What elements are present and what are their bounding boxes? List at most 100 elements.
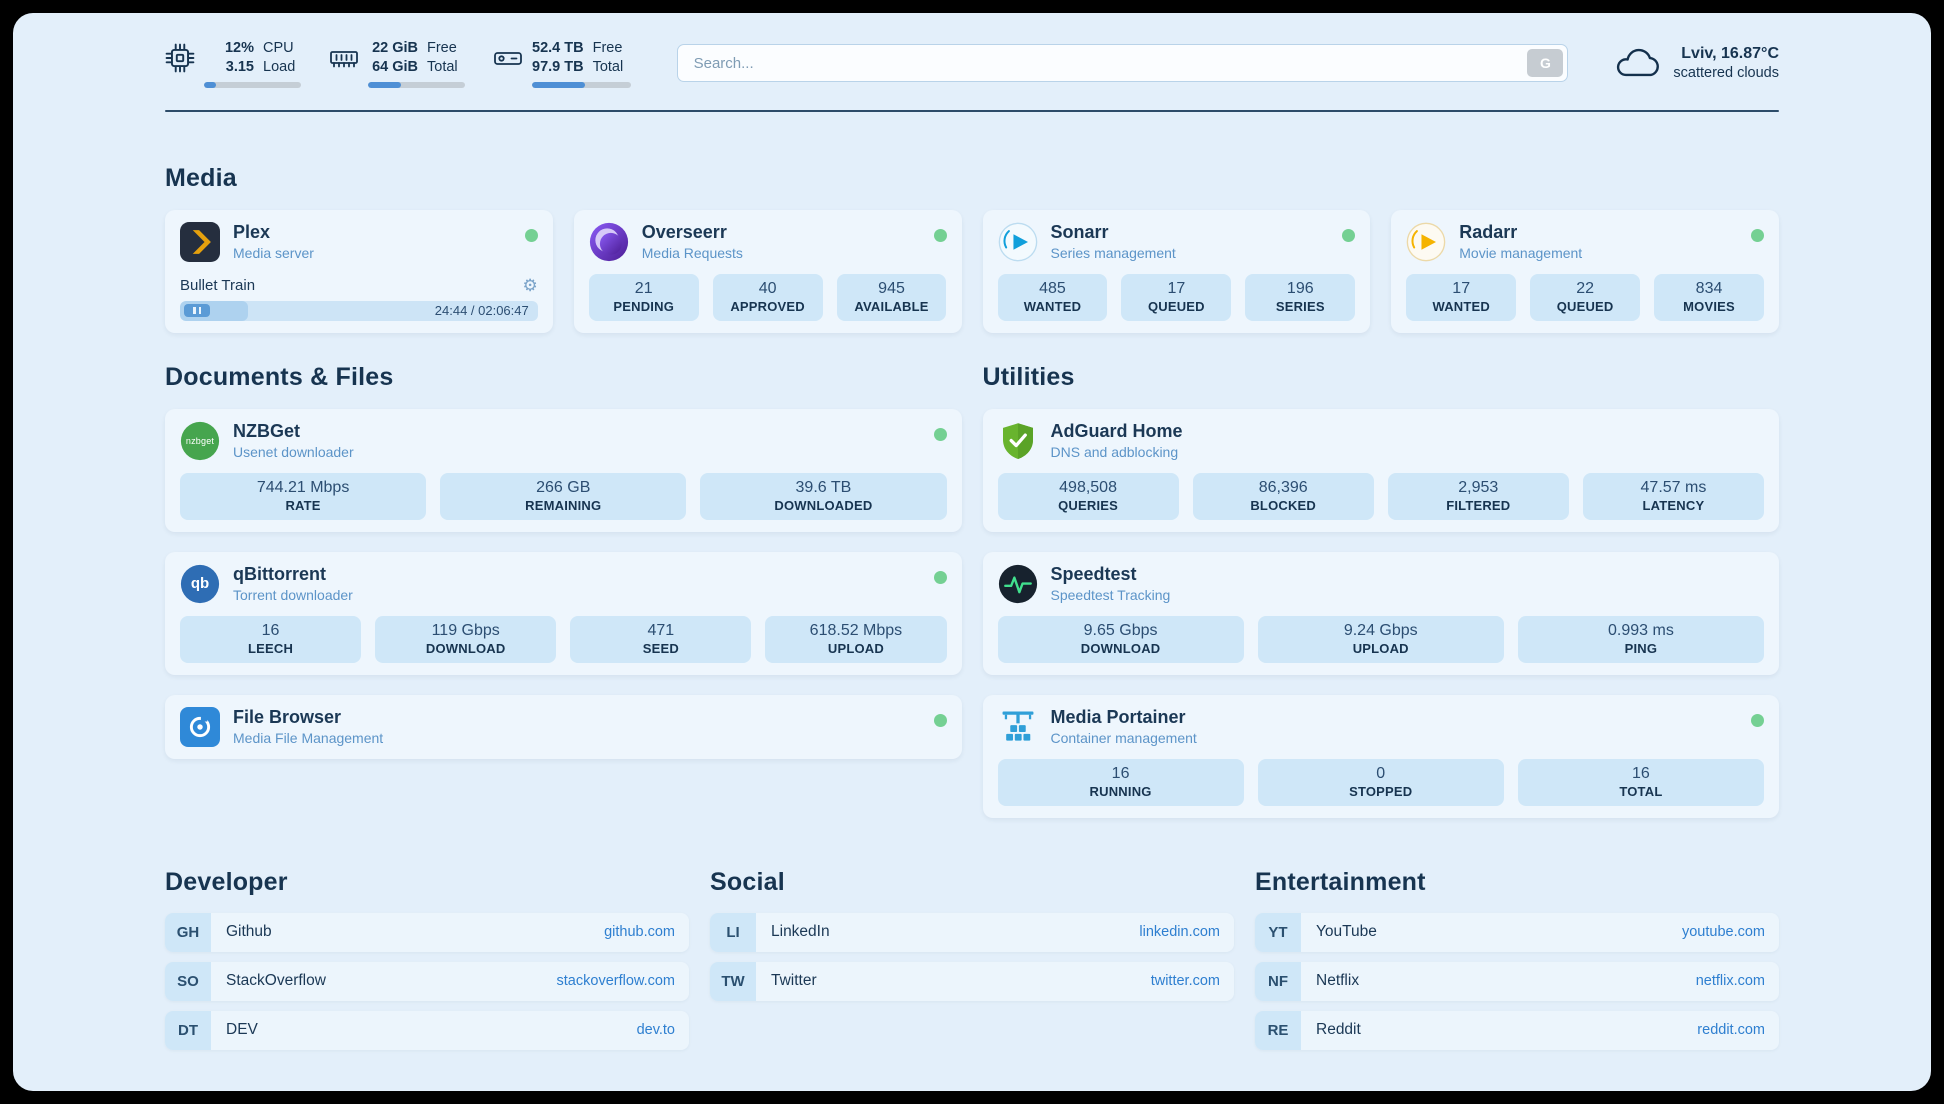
- app-subtitle: Series management: [1050, 245, 1176, 262]
- app-card-radarr[interactable]: Radarr Movie management 17 WANTED 22 QUE…: [1391, 209, 1779, 333]
- bookmark-url: stackoverflow.com: [556, 973, 675, 990]
- qbittorrent-icon-label: qb: [190, 575, 210, 593]
- status-dot: [933, 228, 947, 242]
- bookmark-github[interactable]: GH Github github.com: [165, 912, 689, 952]
- app-subtitle: Media server: [233, 245, 314, 262]
- ram-icon: [329, 43, 359, 73]
- ram-free-value: 22 GiB: [372, 40, 418, 56]
- cloud-icon: [1614, 46, 1660, 80]
- qbittorrent-icon: qb: [180, 564, 220, 604]
- bookmark-url: dev.to: [636, 1022, 675, 1039]
- stat-tile: 471 SEED: [570, 615, 752, 663]
- nzbget-icon: nzbget: [180, 421, 220, 461]
- adguard-icon: [998, 421, 1038, 461]
- documents-column: Documents & Files nzbget NZBGet Usenet d…: [165, 363, 962, 759]
- stats-row: 9.65 Gbps DOWNLOAD 9.24 Gbps UPLOAD 0.99…: [997, 604, 1764, 663]
- app-card-plex[interactable]: Plex Media server Bullet Train ⚙ 24:44 /…: [165, 209, 553, 333]
- disk-free-label: Free: [592, 40, 623, 56]
- playback-progress-bar: 24:44 / 02:06:47: [180, 300, 538, 321]
- bookmark-group-social: Social LI LinkedIn linkedin.com TW Twitt…: [710, 868, 1234, 1001]
- stat-tile: 17 WANTED: [1406, 273, 1517, 321]
- bookmark-name: StackOverflow: [226, 972, 326, 990]
- cpu-label: CPU: [263, 40, 294, 56]
- weather-widget: Lviv, 16.87°C scattered clouds: [1614, 45, 1779, 81]
- app-name: AdGuard Home: [1050, 421, 1183, 442]
- section-title-utilities: Utilities: [982, 362, 1075, 391]
- bookmark-linkedin[interactable]: LI LinkedIn linkedin.com: [710, 912, 1234, 952]
- stat-tile: 16 RUNNING: [997, 758, 1244, 806]
- stat-tile: 834 MOVIES: [1654, 273, 1764, 321]
- bookmark-url: github.com: [604, 924, 675, 941]
- bookmark-abbr: YT: [1255, 912, 1301, 952]
- app-card-qbittorrent[interactable]: qb qBittorrent Torrent downloader 16: [165, 551, 962, 675]
- bookmark-abbr: SO: [165, 961, 211, 1001]
- app-card-speedtest[interactable]: Speedtest Speedtest Tracking 9.65 Gbps D…: [982, 551, 1779, 675]
- utilities-column: Utilities: [982, 362, 1779, 818]
- app-subtitle: Usenet downloader: [233, 444, 354, 461]
- stat-tile: 744.21 Mbps RATE: [180, 472, 427, 520]
- bookmark-abbr: LI: [710, 912, 756, 952]
- app-subtitle: Media Requests: [641, 245, 743, 262]
- bookmark-name: DEV: [226, 1021, 258, 1039]
- bookmark-reddit[interactable]: RE Reddit reddit.com: [1255, 1010, 1779, 1050]
- stat-tile: 86,396 BLOCKED: [1192, 472, 1374, 520]
- bookmark-dev[interactable]: DT DEV dev.to: [165, 1010, 689, 1050]
- status-dot: [524, 228, 538, 242]
- search-input[interactable]: [676, 44, 1569, 83]
- pause-icon[interactable]: [184, 304, 210, 318]
- disk-total-label: Total: [592, 58, 624, 75]
- bookmark-netflix[interactable]: NF Netflix netflix.com: [1255, 961, 1779, 1001]
- disk-free-value: 52.4 TB: [532, 40, 584, 56]
- bookmark-name: Reddit: [1316, 1021, 1361, 1039]
- app-card-overseerr[interactable]: Overseerr Media Requests 21 PENDING 40 A…: [573, 209, 962, 333]
- ram-total-label: Total: [427, 58, 458, 75]
- weather-condition: scattered clouds: [1673, 65, 1779, 82]
- status-dot: [1751, 228, 1764, 242]
- speedtest-icon: [998, 564, 1038, 604]
- weather-location: Lviv, 16.87°C: [1681, 45, 1779, 63]
- bookmark-stackoverflow[interactable]: SO StackOverflow stackoverflow.com: [165, 961, 689, 1001]
- stat-tile: 119 Gbps DOWNLOAD: [375, 615, 557, 663]
- bookmark-name: Twitter: [771, 972, 817, 990]
- section-title-social: Social: [710, 867, 785, 896]
- bookmark-url: linkedin.com: [1139, 924, 1220, 941]
- media-section: Media Plex Media server: [165, 164, 1779, 333]
- status-dot: [933, 570, 947, 584]
- app-name: Sonarr: [1050, 222, 1109, 243]
- app-card-nzbget[interactable]: nzbget NZBGet Usenet downloader 744.21 M…: [165, 408, 962, 532]
- bookmark-abbr: DT: [165, 1010, 211, 1050]
- gear-icon[interactable]: ⚙: [522, 275, 538, 295]
- stat-tile: 21 PENDING: [588, 273, 699, 321]
- app-card-adguard[interactable]: AdGuard Home DNS and adblocking 498,508 …: [982, 408, 1779, 532]
- portainer-icon: [998, 707, 1038, 747]
- bookmark-twitter[interactable]: TW Twitter twitter.com: [710, 961, 1234, 1001]
- status-dot: [933, 427, 947, 441]
- stat-tile: 16 LEECH: [180, 615, 362, 663]
- app-name: File Browser: [233, 707, 342, 728]
- ram-metric: 22 GiB 64 GiB Free Total: [329, 39, 465, 88]
- stats-row: 16 LEECH 119 Gbps DOWNLOAD 471 SEED: [180, 604, 947, 663]
- app-card-sonarr[interactable]: Sonarr Series management 485 WANTED 17 Q…: [982, 209, 1371, 333]
- stats-row: 485 WANTED 17 QUEUED 196 SERIES: [997, 262, 1356, 321]
- stat-tile: 196 SERIES: [1245, 273, 1356, 321]
- app-name: NZBGet: [233, 421, 300, 442]
- app-subtitle: Container management: [1050, 730, 1197, 747]
- overseerr-icon: [589, 222, 629, 262]
- app-card-filebrowser[interactable]: File Browser Media File Management: [165, 694, 962, 759]
- cpu-load-value: 3.15: [225, 58, 254, 75]
- header-divider: [165, 109, 1779, 112]
- stat-tile: 2,953 FILTERED: [1387, 472, 1569, 520]
- header: 12% 3.15 CPU Load: [165, 39, 1779, 88]
- cpu-metric: 12% 3.15 CPU Load: [165, 39, 301, 88]
- cpu-load-label: Load: [263, 58, 296, 75]
- stat-tile: 16 TOTAL: [1517, 758, 1764, 806]
- status-dot: [933, 713, 947, 727]
- disk-icon: [493, 43, 523, 73]
- app-card-portainer[interactable]: Media Portainer Container management 16 …: [982, 694, 1779, 818]
- section-title-media: Media: [165, 163, 237, 192]
- app-name: Plex: [233, 222, 271, 243]
- stat-tile: 498,508 QUERIES: [997, 472, 1179, 520]
- stat-tile: 9.24 Gbps UPLOAD: [1257, 615, 1504, 663]
- bookmark-youtube[interactable]: YT YouTube youtube.com: [1255, 912, 1779, 952]
- search-engine-button[interactable]: G: [1527, 49, 1564, 78]
